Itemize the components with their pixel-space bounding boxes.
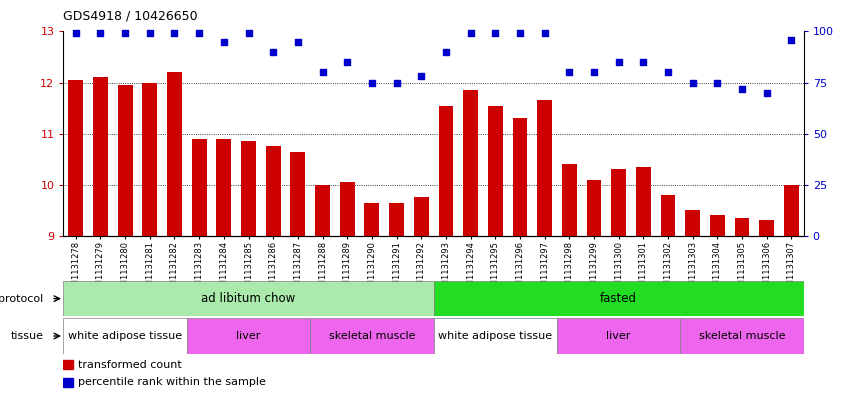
Point xyxy=(217,39,231,45)
Point xyxy=(242,30,255,37)
Bar xyxy=(414,197,429,236)
Text: transformed count: transformed count xyxy=(78,360,181,370)
Bar xyxy=(513,118,527,236)
Bar xyxy=(142,83,157,236)
Point xyxy=(69,30,83,37)
Bar xyxy=(187,318,310,354)
Point xyxy=(711,79,724,86)
Bar xyxy=(557,318,680,354)
Point xyxy=(587,69,601,75)
Bar xyxy=(192,139,206,236)
Point xyxy=(760,90,773,96)
Bar xyxy=(63,360,73,369)
Text: percentile rank within the sample: percentile rank within the sample xyxy=(78,377,266,387)
Point xyxy=(118,30,132,37)
Text: protocol: protocol xyxy=(0,294,44,304)
Bar xyxy=(340,182,354,236)
Point xyxy=(390,79,404,86)
Bar xyxy=(290,151,305,236)
Bar xyxy=(63,378,73,387)
Bar xyxy=(710,215,725,236)
Point xyxy=(365,79,379,86)
Bar xyxy=(488,105,503,236)
Bar xyxy=(438,105,453,236)
Bar xyxy=(217,139,231,236)
Bar xyxy=(365,203,379,236)
Bar xyxy=(562,164,577,236)
Point xyxy=(266,49,280,55)
Bar xyxy=(680,318,804,354)
Point xyxy=(686,79,700,86)
Bar xyxy=(241,141,255,236)
Text: white adipose tissue: white adipose tissue xyxy=(438,331,552,341)
Bar xyxy=(63,318,187,354)
Bar xyxy=(63,281,433,316)
Point xyxy=(316,69,329,75)
Text: liver: liver xyxy=(607,331,631,341)
Bar xyxy=(118,85,133,236)
Text: tissue: tissue xyxy=(11,331,44,341)
Point xyxy=(735,86,749,92)
Text: skeletal muscle: skeletal muscle xyxy=(699,331,785,341)
Bar xyxy=(759,220,774,236)
Bar xyxy=(685,210,700,236)
Point xyxy=(415,73,428,79)
Bar xyxy=(586,180,602,236)
Point xyxy=(784,37,798,43)
Text: skeletal muscle: skeletal muscle xyxy=(328,331,415,341)
Point xyxy=(563,69,576,75)
Point xyxy=(168,30,181,37)
Point xyxy=(612,59,625,65)
Point xyxy=(439,49,453,55)
Point xyxy=(636,59,650,65)
Text: liver: liver xyxy=(236,331,261,341)
Point xyxy=(192,30,206,37)
Bar xyxy=(463,90,478,236)
Bar xyxy=(433,318,557,354)
Text: GDS4918 / 10426650: GDS4918 / 10426650 xyxy=(63,10,198,23)
Point xyxy=(538,30,552,37)
Bar xyxy=(537,100,552,236)
Bar xyxy=(611,169,626,236)
Bar xyxy=(315,185,330,236)
Point xyxy=(291,39,305,45)
Point xyxy=(662,69,675,75)
Point xyxy=(143,30,157,37)
Bar xyxy=(636,167,651,236)
Bar xyxy=(266,146,281,236)
Bar xyxy=(433,281,804,316)
Bar xyxy=(69,80,83,236)
Point xyxy=(488,30,502,37)
Bar xyxy=(389,203,404,236)
Bar xyxy=(734,218,750,236)
Text: fasted: fasted xyxy=(600,292,637,305)
Bar xyxy=(167,72,182,236)
Bar xyxy=(93,77,107,236)
Text: white adipose tissue: white adipose tissue xyxy=(68,331,182,341)
Text: ad libitum chow: ad libitum chow xyxy=(201,292,295,305)
Bar xyxy=(784,185,799,236)
Point xyxy=(464,30,477,37)
Bar xyxy=(661,195,675,236)
Bar xyxy=(310,318,433,354)
Point xyxy=(340,59,354,65)
Point xyxy=(94,30,107,37)
Point xyxy=(514,30,527,37)
